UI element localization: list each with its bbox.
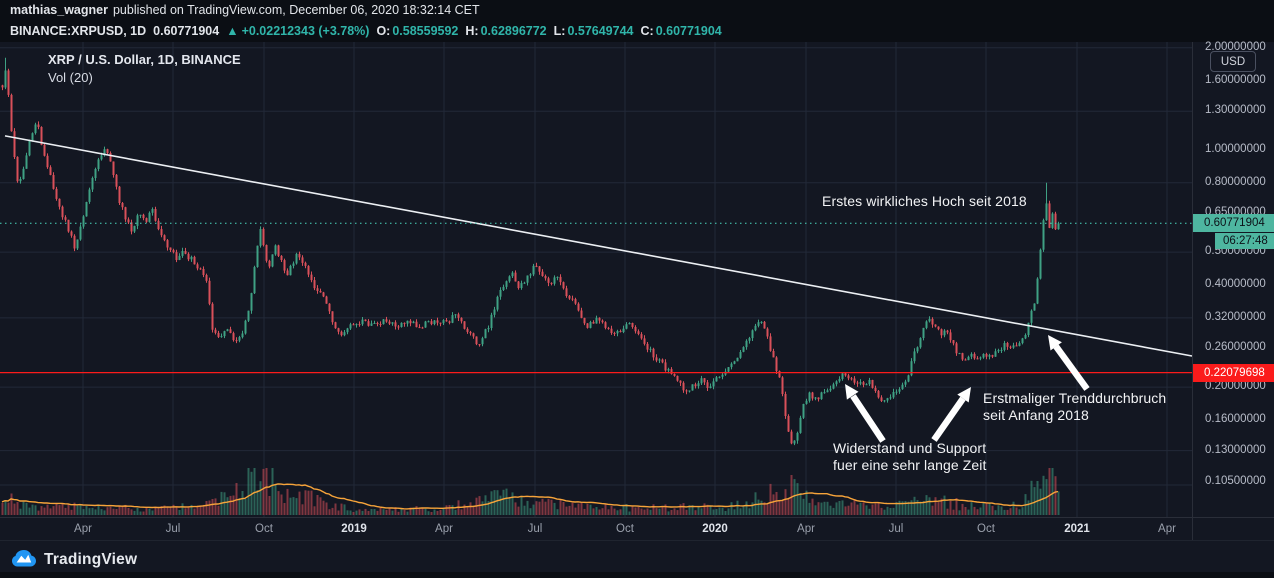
price-axis-label: 2.00000000	[1205, 40, 1266, 53]
grid	[0, 42, 1192, 517]
low-label: L:	[553, 24, 566, 38]
author-name: mathias_wagner	[10, 3, 108, 17]
price-axis-label: 1.00000000	[1205, 142, 1266, 155]
low-value: 0.57649744	[567, 24, 634, 38]
close-label: C:	[640, 24, 654, 38]
arrow-head-breakout	[1048, 335, 1062, 351]
time-axis-label: Apr	[74, 523, 92, 535]
annotation-arrows	[845, 335, 1090, 443]
arrow-shaft-support	[850, 394, 886, 443]
volume-indicator-label: Vol (20)	[48, 70, 93, 85]
symbol-label: BINANCE:XRPUSD, 1D	[10, 24, 147, 38]
price-axis[interactable]: USD 0.60771904 06:27:48 0.22079698 2.000…	[1192, 40, 1274, 517]
time-axis-label: Apr	[1158, 523, 1176, 535]
annotation-breakout-line2: seit Anfang 2018	[983, 407, 1089, 423]
resistance-level-badge: 0.22079698	[1193, 363, 1274, 382]
arrow-head-resistance	[957, 387, 971, 403]
annotation-breakout: Erstmaliger Trenddurchbruch seit Anfang …	[983, 390, 1166, 424]
arrow-head-support	[845, 384, 859, 400]
footer-bar: TradingView	[0, 540, 1274, 578]
time-axis-label: 2021	[1064, 523, 1090, 535]
publish-info: published on TradingView.com, December 0…	[112, 3, 480, 17]
quote-bar: BINANCE:XRPUSD, 1D 0.60771904 ▲ +0.02212…	[0, 20, 1274, 42]
price-axis-label: 0.16000000	[1205, 413, 1266, 426]
currency-badge: USD	[1210, 51, 1256, 72]
candlestick-series	[1, 57, 1060, 446]
time-axis-label: Oct	[977, 523, 995, 535]
annotation-support-line1: Widerstand und Support	[833, 440, 987, 456]
tradingview-brand[interactable]: TradingView	[44, 550, 138, 568]
change-up-arrow-icon: ▲	[226, 24, 239, 38]
open-value: 0.58559592	[392, 24, 459, 38]
price-axis-label: 1.30000000	[1205, 104, 1266, 117]
time-axis-label: Jul	[888, 523, 904, 535]
tradingview-logo[interactable]	[12, 549, 36, 571]
last-price-badge: 0.60771904	[1193, 214, 1274, 233]
descending-trendline[interactable]	[4, 135, 1193, 357]
last-price: 0.60771904	[153, 24, 220, 38]
time-axis-label: Jul	[165, 523, 181, 535]
open-label: O:	[376, 24, 391, 38]
time-axis-label: 2020	[702, 523, 728, 535]
time-axis-label: Oct	[616, 523, 634, 535]
annotation-high-2018: Erstes wirkliches Hoch seit 2018	[822, 193, 1027, 209]
price-axis-label: 1.60000000	[1205, 73, 1266, 86]
time-axis[interactable]: Apr Jul Oct 2019 Apr Jul Oct 2020 Apr Jul Oct 2021 A…	[0, 517, 1192, 540]
high-value: 0.62896772	[480, 24, 547, 38]
annotation-breakout-line1: Erstmaliger Trenddurchbruch	[983, 390, 1167, 406]
arrow-shaft-resistance	[931, 396, 966, 442]
volume-series	[1, 468, 1060, 515]
publish-bar: mathias_wagner published on TradingView.…	[0, 0, 1274, 20]
time-axis-label: Oct	[255, 523, 273, 535]
annotation-support-line2: fuer eine sehr lange Zeit	[833, 457, 987, 473]
volume-ma-line	[1, 483, 1059, 510]
high-label: H:	[465, 24, 479, 38]
chart-legend[interactable]: XRP / U.S. Dollar, 1D, BINANCE Vol (20)	[48, 51, 241, 87]
price-change: +0.02212343 (+3.78%)	[241, 24, 370, 38]
price-axis-label: 0.40000000	[1205, 277, 1266, 290]
price-axis-label: 0.13000000	[1205, 443, 1266, 456]
footer-strip	[0, 572, 1274, 578]
time-axis-label: Jul	[527, 523, 543, 535]
price-axis-label: 0.20000000	[1205, 380, 1266, 393]
chart-title: XRP / U.S. Dollar, 1D, BINANCE	[48, 52, 241, 67]
axis-corner	[1192, 517, 1274, 540]
price-axis-label: 0.26000000	[1205, 341, 1266, 354]
price-axis-label: 0.80000000	[1205, 175, 1266, 188]
time-axis-label: 2019	[341, 523, 367, 535]
close-value: 0.60771904	[655, 24, 722, 38]
arrow-shaft-breakout	[1053, 344, 1090, 391]
time-axis-label: Apr	[435, 523, 453, 535]
price-axis-label: 0.10500000	[1205, 475, 1266, 488]
annotation-support: Widerstand und Support fuer eine sehr la…	[833, 440, 986, 474]
price-axis-label: 0.32000000	[1205, 310, 1266, 323]
bar-countdown-badge: 06:27:48	[1215, 232, 1274, 249]
time-axis-label: Apr	[797, 523, 815, 535]
